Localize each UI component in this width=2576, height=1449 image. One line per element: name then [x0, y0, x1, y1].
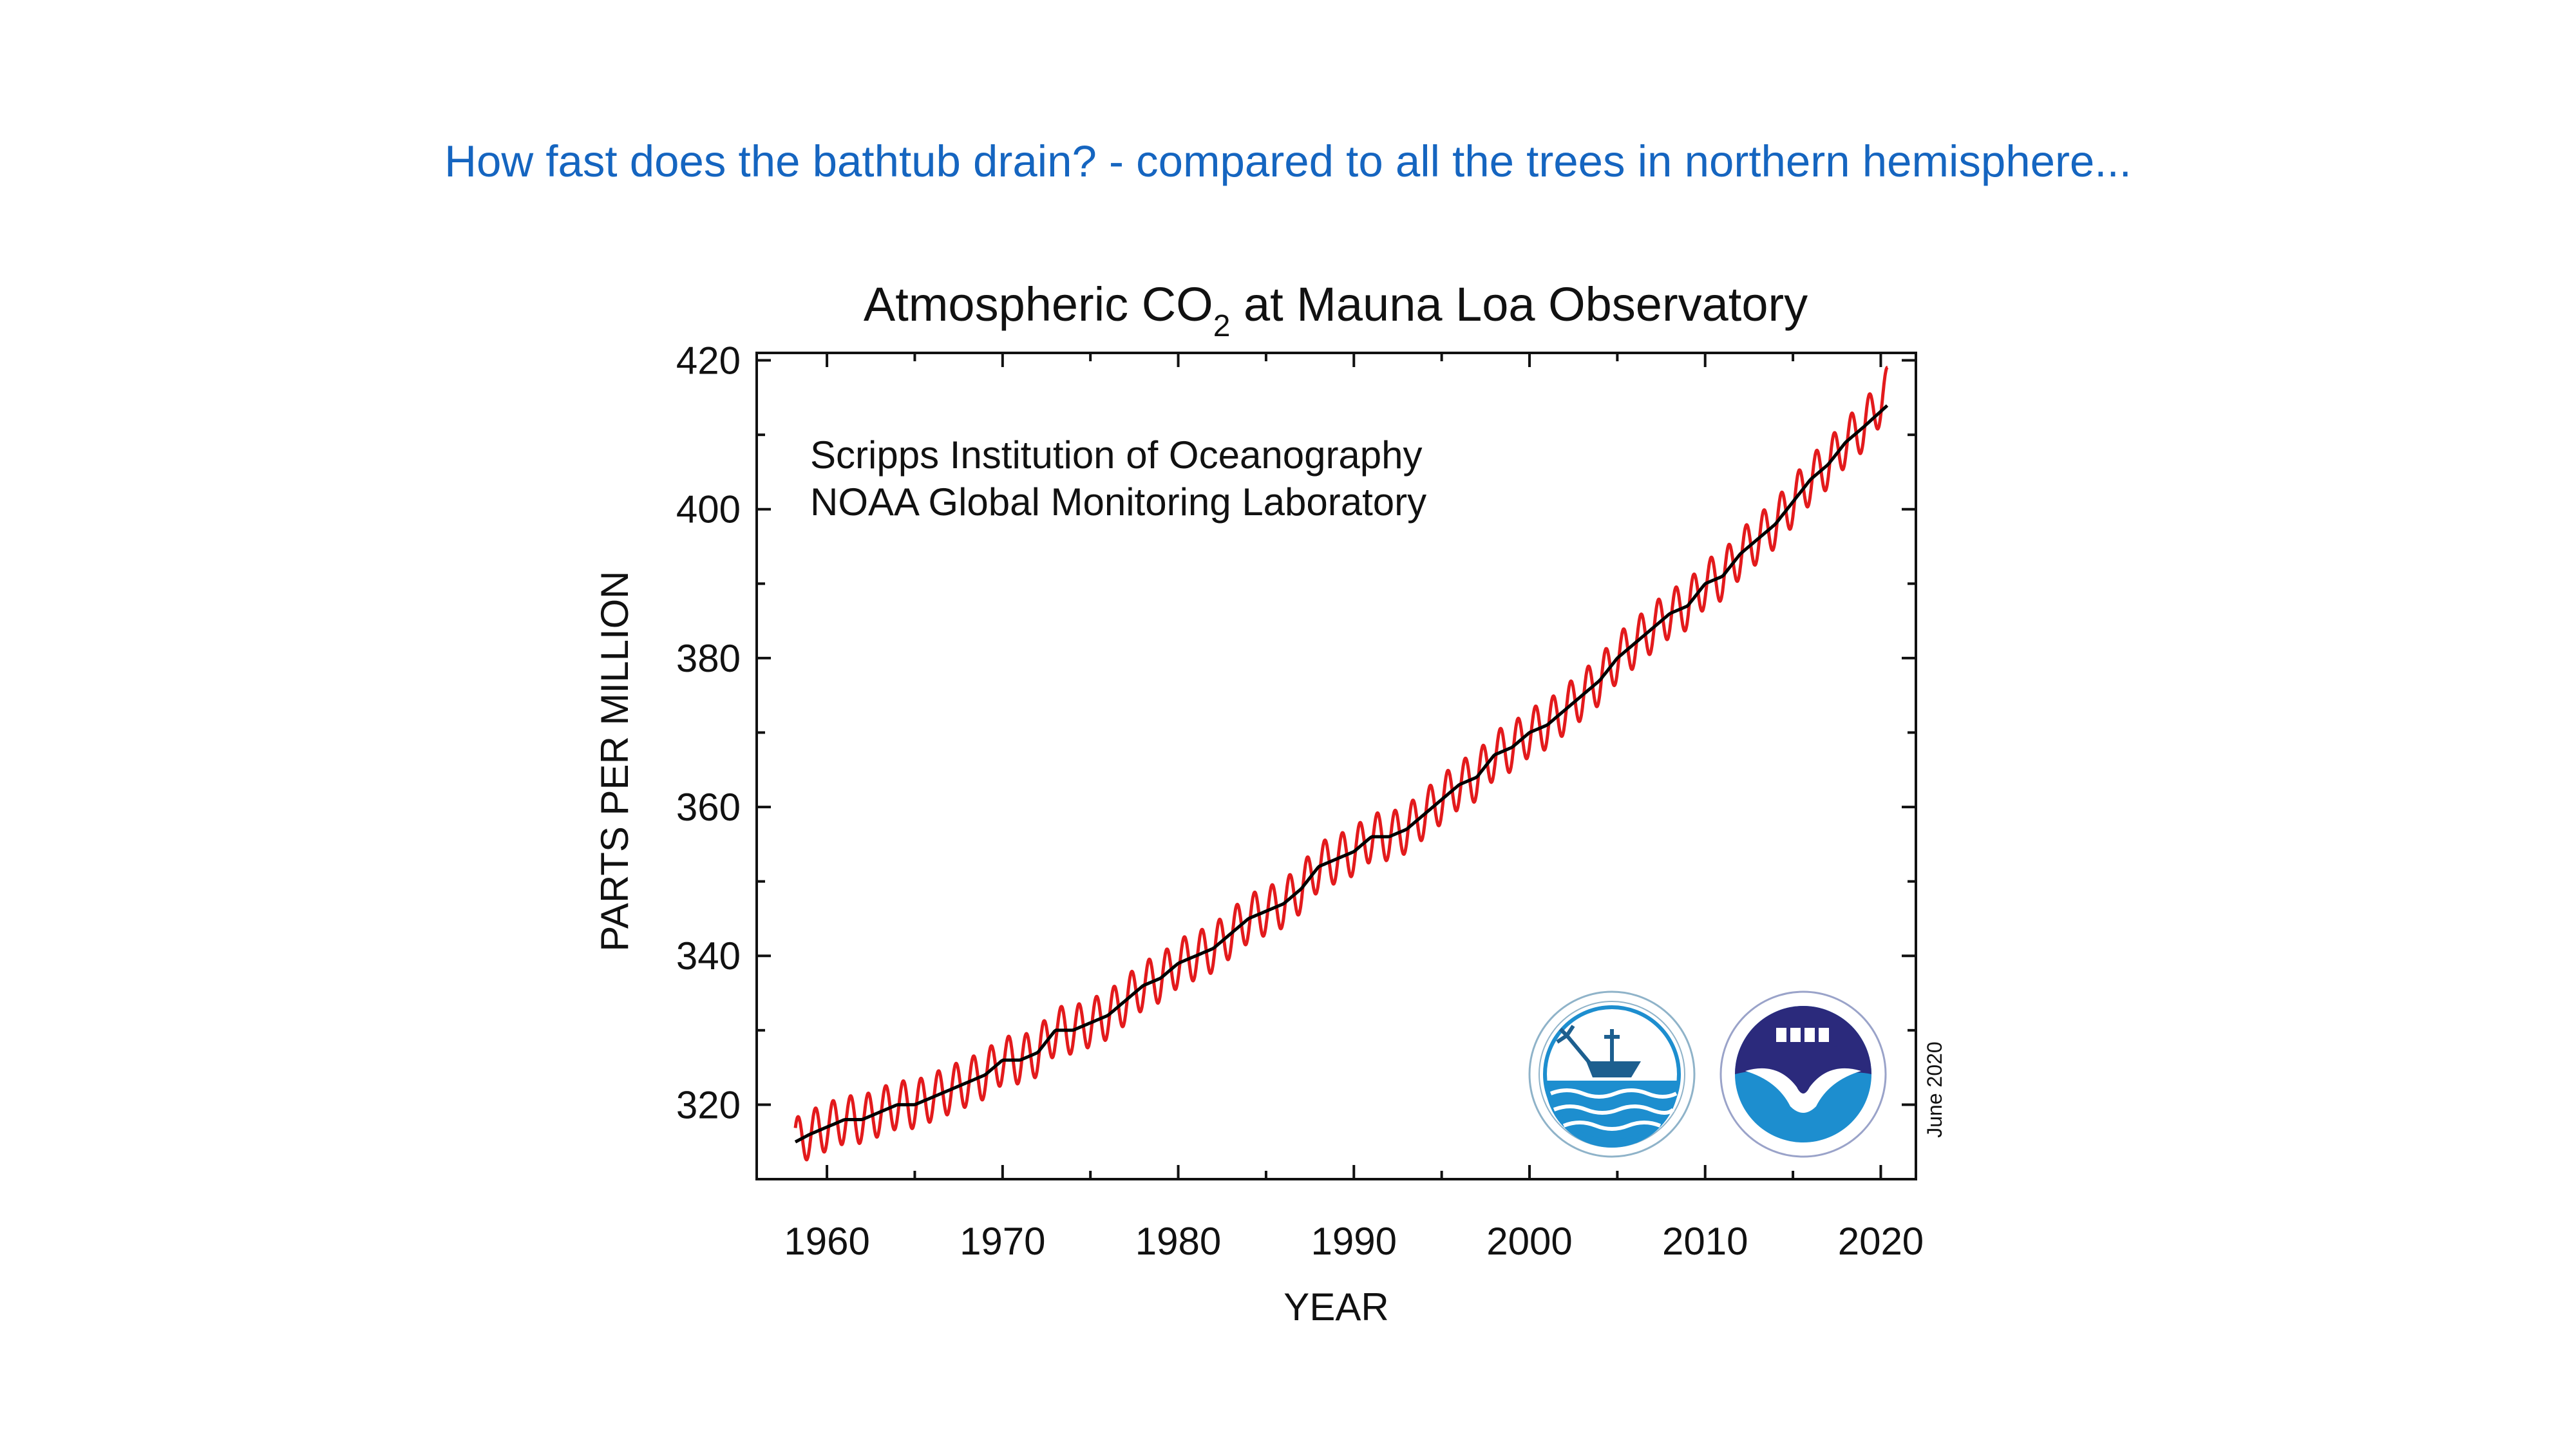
x-tick-label: 2020: [1838, 1220, 1924, 1263]
x-tick-label: 1970: [960, 1220, 1045, 1263]
credit-line-noaa: NOAA Global Monitoring Laboratory: [810, 480, 1426, 524]
y-tick-label: 380: [676, 637, 741, 680]
x-tick-label: 2010: [1662, 1220, 1748, 1263]
plot-frame: [755, 352, 1917, 1180]
scripps-ucsd-seal-icon: [1528, 990, 1696, 1158]
series-monthly-mean: [793, 365, 1889, 1162]
chart-title-suffix: at Mauna Loa Observatory: [1230, 278, 1808, 331]
chart-title: Atmospheric CO2 at Mauna Loa Observatory: [864, 278, 1808, 343]
slide-heading: How fast does the bathtub drain? - compa…: [444, 137, 2132, 186]
y-axis-label: PARTS PER MILLION: [593, 571, 636, 951]
x-tick-label: 1990: [1311, 1220, 1397, 1263]
x-tick-label: 1960: [784, 1220, 869, 1263]
series-lines: [793, 365, 1889, 1162]
credit-line-scripps: Scripps Institution of Oceanography: [810, 433, 1423, 477]
noaa-seal-icon: [1719, 990, 1887, 1158]
y-tick-label: 400: [676, 488, 741, 531]
y-tick-label: 360: [676, 786, 741, 829]
y-tick-label: 420: [676, 339, 741, 383]
chart-title-main: Atmospheric CO: [864, 278, 1213, 331]
date-note: June 2020: [1923, 1041, 1946, 1137]
x-tick-label: 1980: [1135, 1220, 1221, 1263]
x-axis-label: YEAR: [1283, 1285, 1388, 1329]
y-tick-label: 320: [676, 1083, 741, 1126]
series-trend: [794, 404, 1889, 1144]
x-tick-label: 2000: [1486, 1220, 1572, 1263]
y-tick-label: 340: [676, 934, 741, 978]
tick-labels: 1960 1970 1980 1990 2000 2010 2020 320 340 360 380…: [676, 339, 1924, 1263]
axis-ticks: [757, 353, 1916, 1179]
chart-title-subscript: 2: [1213, 309, 1231, 343]
